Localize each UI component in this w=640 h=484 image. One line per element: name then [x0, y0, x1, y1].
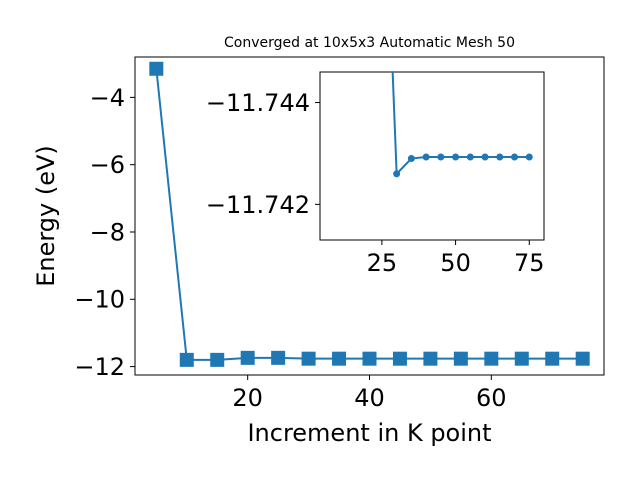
main-y-tick-label: −10 — [74, 286, 125, 314]
inset-data-point — [393, 170, 401, 178]
main-data-point — [179, 352, 194, 367]
main-data-point — [149, 61, 164, 76]
main-x-tick-label: 20 — [232, 384, 263, 412]
inset-data-point — [525, 153, 533, 161]
inset-data-point — [407, 155, 415, 163]
inset-x-tick-label: 75 — [514, 249, 545, 277]
inset-y-tick-label: −11.742 — [206, 191, 310, 219]
main-data-point — [423, 351, 438, 366]
inset-chart: 25 50 75 −11.744 −11.742 — [206, 71, 545, 277]
main-data-point — [484, 351, 499, 366]
inset-data-point — [422, 153, 430, 161]
inset-x-tick-label: 50 — [440, 249, 471, 277]
inset-data-point — [466, 153, 474, 161]
main-y-tick-label: −4 — [90, 84, 125, 112]
main-x-tick-label: 60 — [476, 384, 507, 412]
inset-data-point — [511, 153, 519, 161]
main-data-point — [240, 350, 255, 365]
main-y-tick-label: −12 — [74, 353, 125, 381]
main-data-point — [362, 351, 377, 366]
main-series-group — [149, 61, 590, 367]
main-data-point — [545, 351, 560, 366]
main-y-tick-label: −6 — [90, 151, 125, 179]
inset-plot-frame — [319, 71, 545, 241]
inset-data-point — [481, 153, 489, 161]
main-data-point — [575, 351, 590, 366]
x-axis-label: Increment in K point — [247, 419, 491, 447]
main-data-point — [301, 351, 316, 366]
y-axis-label: Energy (eV) — [32, 145, 60, 287]
main-y-tick-label: −8 — [90, 218, 125, 246]
chart-title: Converged at 10x5x3 Automatic Mesh 50 — [224, 35, 515, 51]
inset-data-point — [452, 153, 460, 161]
main-data-point — [514, 351, 529, 366]
inset-series-group — [391, 72, 533, 178]
inset-y-tick-label: −11.744 — [206, 89, 310, 117]
inset-data-point — [496, 153, 504, 161]
main-data-point — [271, 350, 286, 365]
main-data-point — [210, 352, 225, 367]
main-data-point — [332, 351, 347, 366]
main-x-tick-label: 40 — [354, 384, 385, 412]
main-data-point — [453, 351, 468, 366]
main-data-point — [392, 351, 407, 366]
inset-x-tick-label: 25 — [367, 249, 398, 277]
inset-data-point — [437, 153, 445, 161]
